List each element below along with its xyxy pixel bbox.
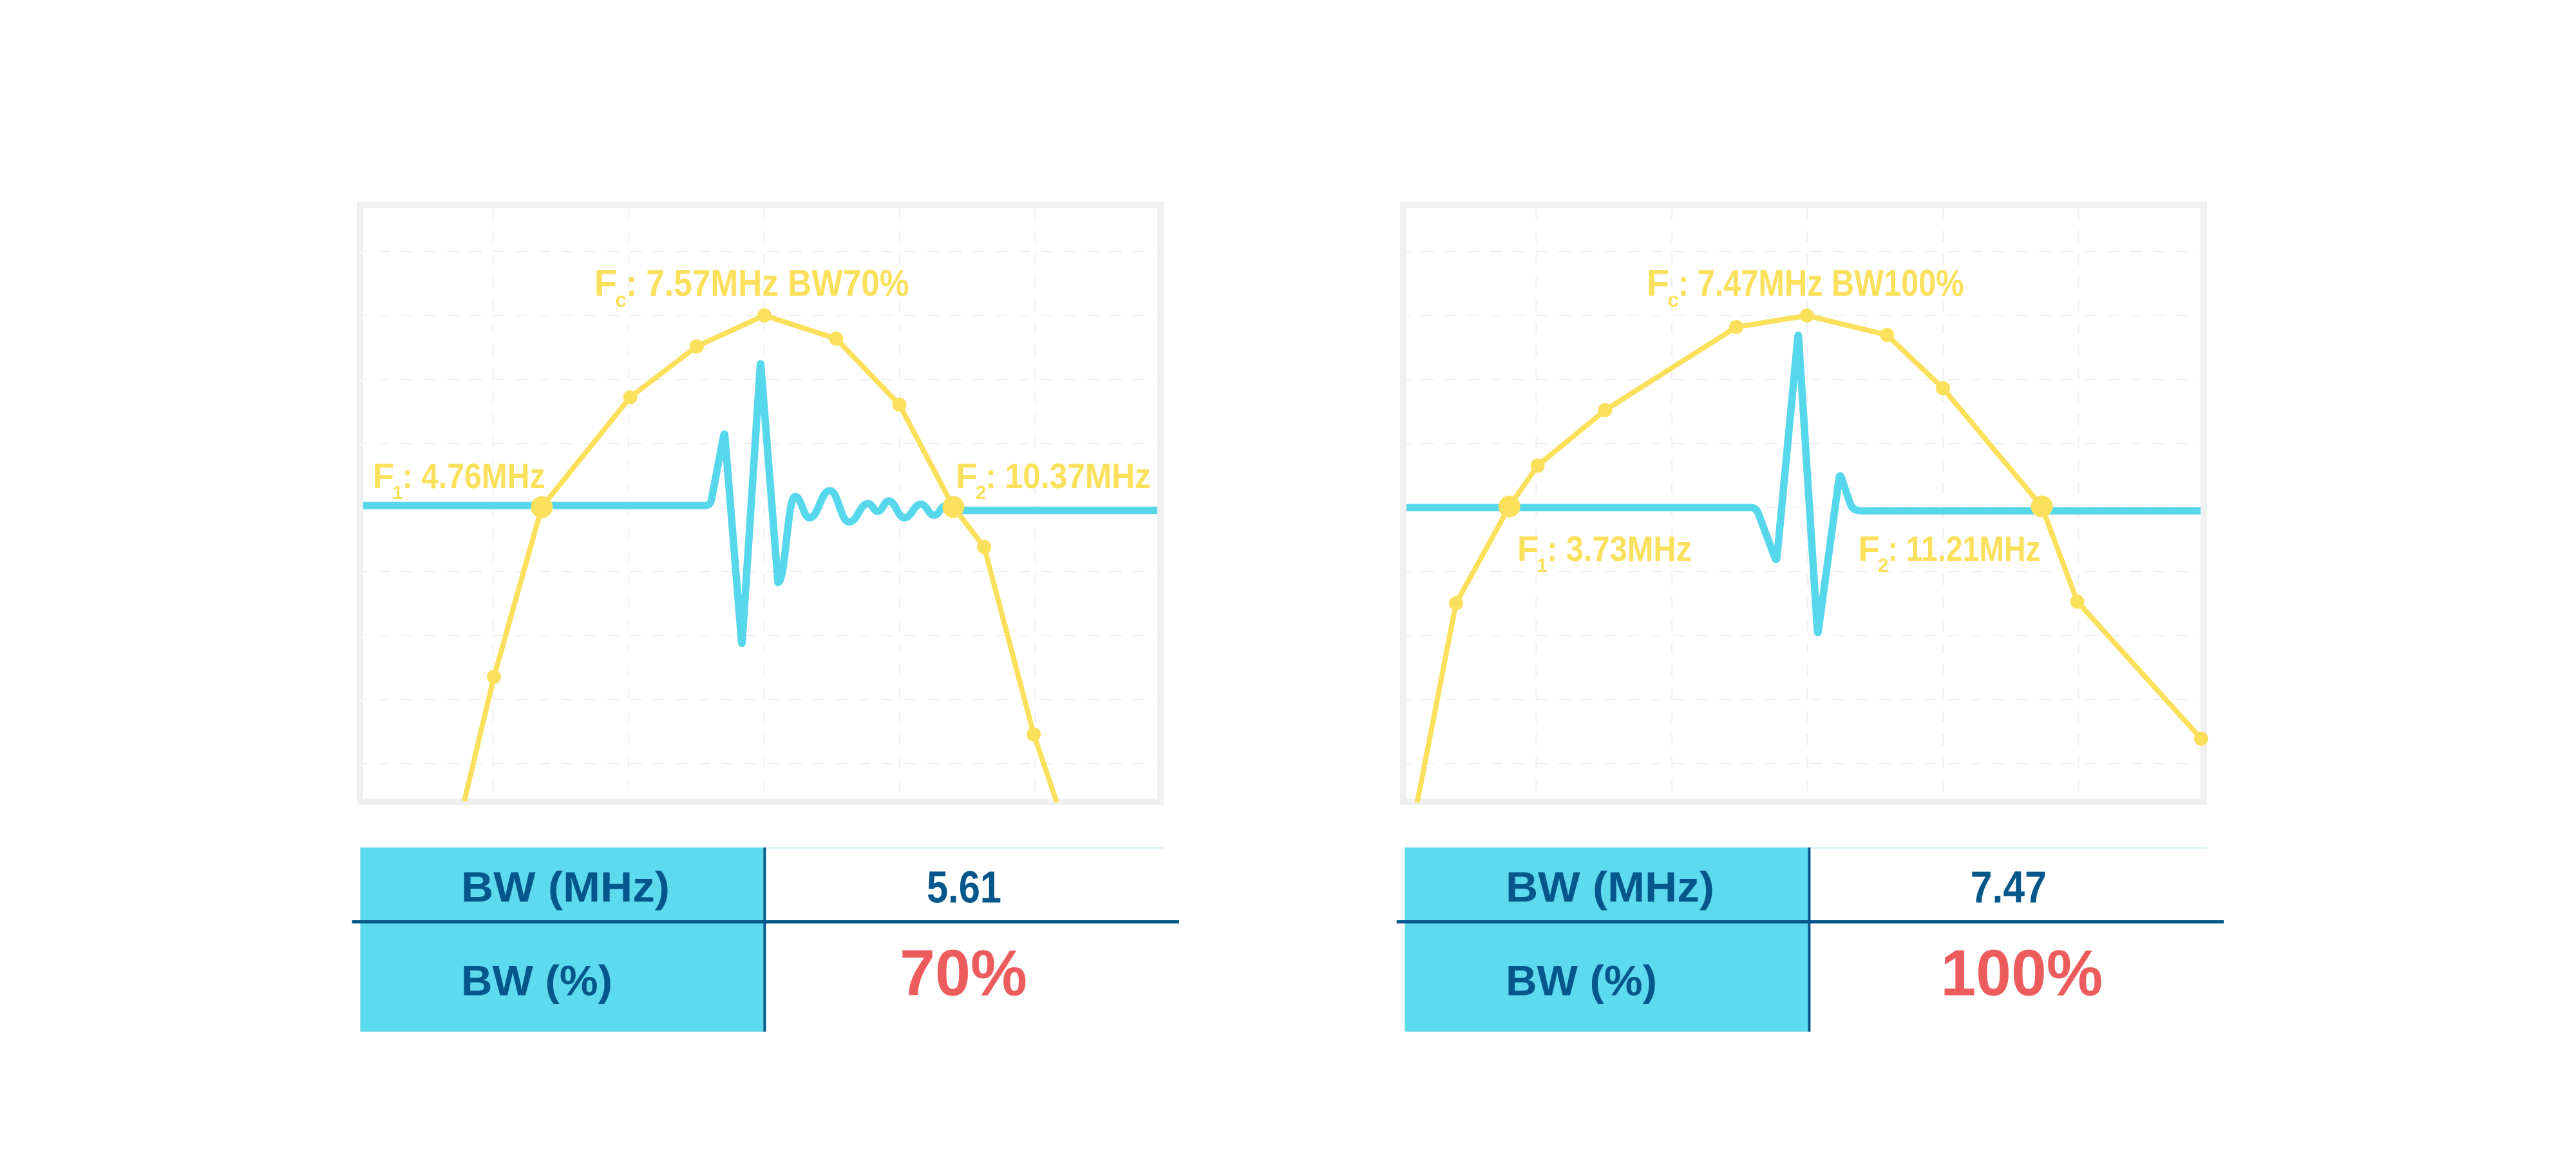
svg-text:F2: 10.37MHz: F2: 10.37MHz	[956, 456, 1151, 504]
svg-text:F1: 4.76MHz: F1: 4.76MHz	[373, 456, 545, 504]
svg-text:5.61: 5.61	[927, 862, 1001, 913]
svg-text:7.47: 7.47	[1971, 862, 2047, 913]
svg-text:BW (%): BW (%)	[1506, 957, 1657, 1005]
svg-text:BW (MHz): BW (MHz)	[461, 863, 670, 911]
svg-text:BW (MHz): BW (MHz)	[1506, 863, 1714, 911]
svg-text:Fc: 7.57MHz BW70%: Fc: 7.57MHz BW70%	[594, 263, 909, 312]
svg-text:70%: 70%	[900, 938, 1027, 1010]
svg-text:BW (%): BW (%)	[461, 957, 612, 1005]
svg-text:100%: 100%	[1940, 938, 2103, 1010]
svg-text:Fc: 7.47MHz BW100%: Fc: 7.47MHz BW100%	[1647, 263, 1964, 312]
svg-text:F1: 3.73MHz: F1: 3.73MHz	[1517, 529, 1692, 576]
svg-text:F2: 11.21MHz: F2: 11.21MHz	[1858, 529, 2041, 576]
